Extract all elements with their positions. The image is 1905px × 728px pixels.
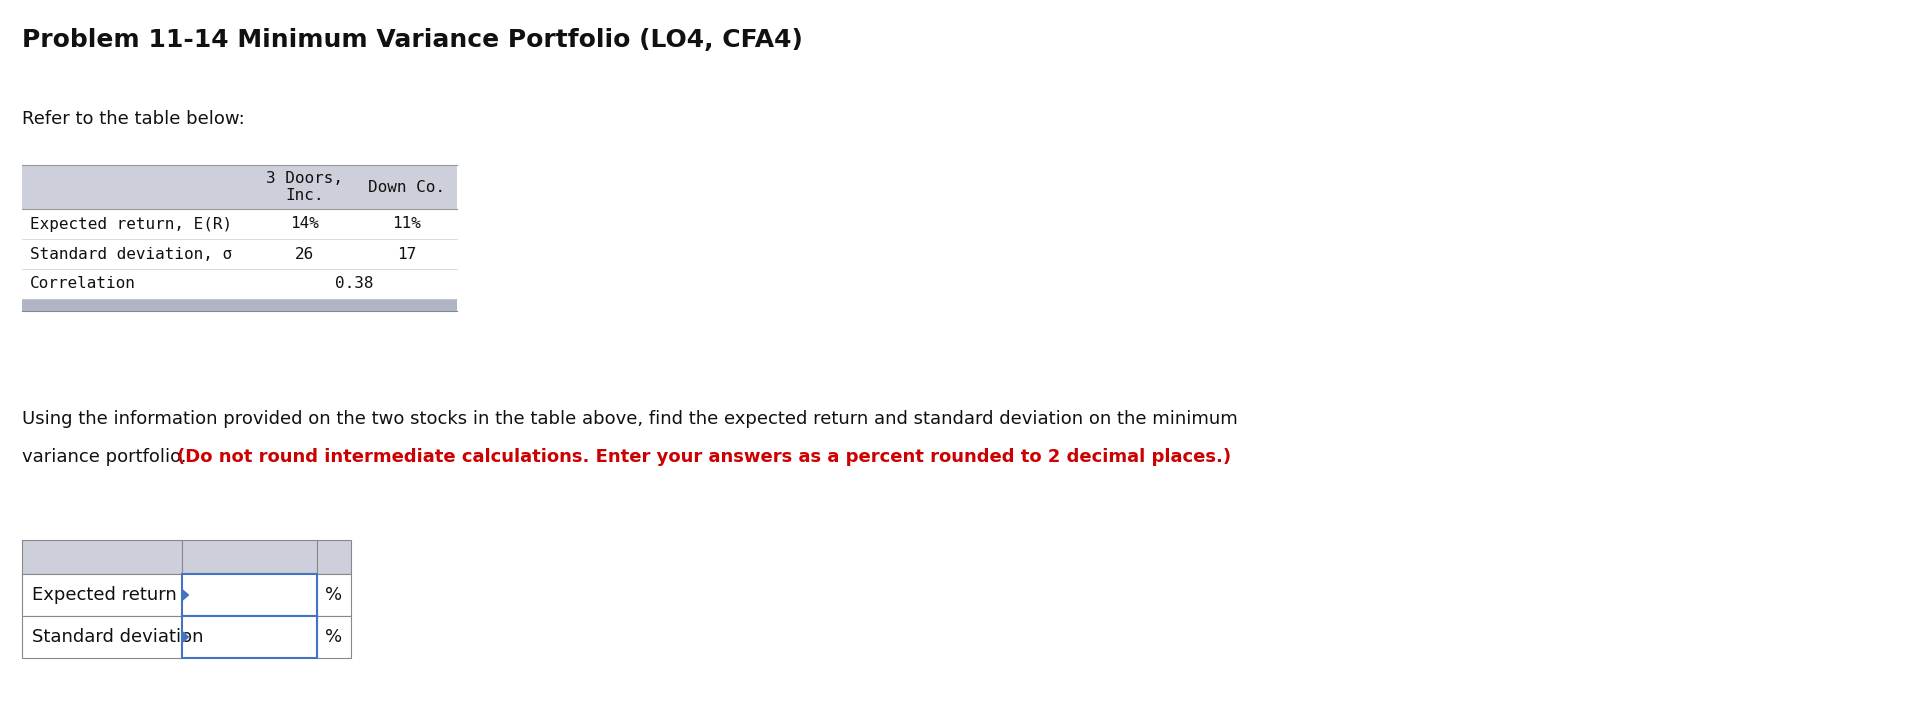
Bar xyxy=(23,165,457,209)
Text: Standard deviation: Standard deviation xyxy=(32,628,204,646)
Bar xyxy=(23,574,181,616)
Text: 26: 26 xyxy=(295,247,314,261)
Bar xyxy=(23,269,457,299)
Text: Refer to the table below:: Refer to the table below: xyxy=(23,110,244,128)
Text: 11%: 11% xyxy=(392,216,421,232)
Text: Expected return: Expected return xyxy=(32,586,177,604)
Bar xyxy=(181,540,316,574)
Text: %: % xyxy=(326,586,343,604)
Bar xyxy=(316,616,351,658)
Bar xyxy=(23,299,457,311)
Text: (Do not round intermediate calculations. Enter your answers as a percent rounded: (Do not round intermediate calculations.… xyxy=(177,448,1231,466)
Text: 17: 17 xyxy=(396,247,417,261)
Bar xyxy=(23,239,457,269)
Text: %: % xyxy=(326,628,343,646)
Text: variance portfolio.: variance portfolio. xyxy=(23,448,192,466)
Text: Standard deviation, σ: Standard deviation, σ xyxy=(30,247,232,261)
Polygon shape xyxy=(181,590,189,601)
Bar xyxy=(23,540,181,574)
Polygon shape xyxy=(181,631,189,643)
Bar xyxy=(23,616,181,658)
Text: Expected return, E(R): Expected return, E(R) xyxy=(30,216,232,232)
Bar xyxy=(181,616,316,658)
Text: Correlation: Correlation xyxy=(30,277,135,291)
Bar xyxy=(316,574,351,616)
Bar xyxy=(316,540,351,574)
Text: Using the information provided on the two stocks in the table above, find the ex: Using the information provided on the tw… xyxy=(23,410,1236,428)
Text: Problem 11-14 Minimum Variance Portfolio (LO4, CFA4): Problem 11-14 Minimum Variance Portfolio… xyxy=(23,28,802,52)
Text: 3 Doors,
Inc.: 3 Doors, Inc. xyxy=(267,171,343,203)
Text: 14%: 14% xyxy=(290,216,318,232)
Text: Down Co.: Down Co. xyxy=(368,180,446,194)
Bar xyxy=(23,209,457,239)
Bar xyxy=(181,574,316,616)
Text: 0.38: 0.38 xyxy=(335,277,373,291)
